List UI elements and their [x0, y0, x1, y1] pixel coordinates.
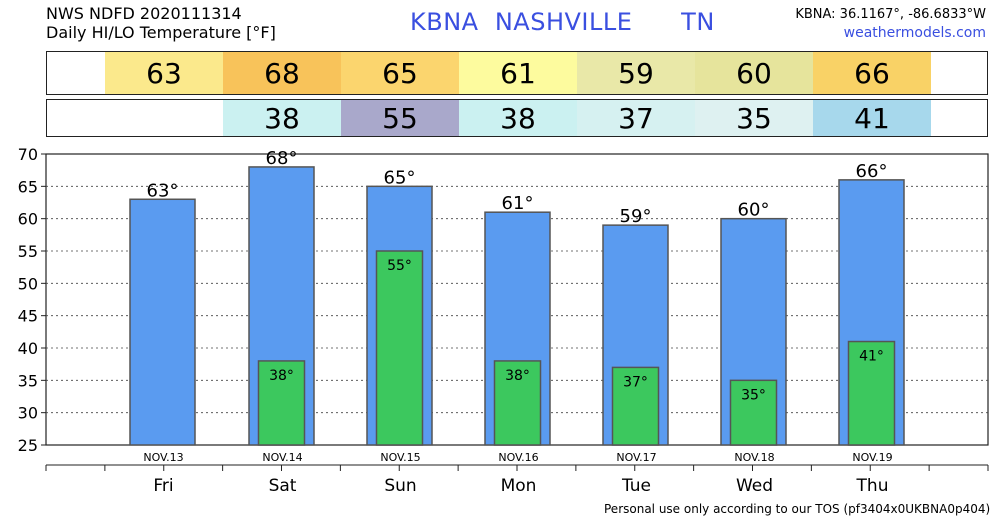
header-right: KBNA: 36.1167°, -86.6833°W weathermodels…: [795, 5, 986, 43]
date-label: NOV.14: [262, 451, 302, 464]
high-temp-label: 61°: [502, 193, 534, 214]
high-temp-cell: 61: [459, 52, 577, 94]
date-label: NOV.13: [143, 451, 183, 464]
high-temp-label: 68°: [266, 148, 298, 169]
site-link[interactable]: weathermodels.com: [843, 25, 986, 41]
y-tick-label: 65: [18, 177, 38, 196]
y-tick-label: 40: [18, 339, 38, 358]
low-temp-label: 41°: [859, 349, 884, 365]
day-label: Wed: [736, 476, 773, 496]
station-title: KBNA NASHVILLE TN: [410, 8, 715, 36]
high-temp-label: 65°: [384, 167, 416, 188]
low-temp-cell: 38: [459, 100, 577, 136]
low-temperature-strip: 38 55 38 37 35 41: [46, 99, 988, 137]
product-label: Daily HI/LO Temperature [°F]: [46, 23, 276, 42]
low-temp-bar: [375, 250, 424, 446]
high-temp-cell: 68: [223, 52, 341, 94]
high-temp-label: 66°: [856, 161, 888, 182]
day-label: Sun: [384, 476, 416, 496]
high-temp-label: 60°: [738, 200, 770, 221]
tos-footer: Personal use only according to our TOS (…: [604, 502, 991, 516]
y-tick-label: 35: [18, 371, 38, 390]
low-temp-cell: 38: [223, 100, 341, 136]
y-tick-label: 30: [18, 404, 38, 423]
high-temp-cell: 63: [105, 52, 223, 94]
y-tick-label: 45: [18, 307, 38, 326]
low-temp-bar: [729, 379, 778, 446]
model-run-label: NWS NDFD 2020111314: [46, 4, 242, 23]
low-temp-cell: 41: [813, 100, 931, 136]
high-temp-cell: 60: [695, 52, 813, 94]
low-temp-bar: [257, 360, 306, 446]
high-temp-cell: 59: [577, 52, 695, 94]
high-temp-bar: [129, 198, 196, 446]
low-temp-cell: 35: [695, 100, 813, 136]
low-temp-label: 38°: [269, 368, 294, 384]
low-temp-bar: [493, 360, 542, 446]
low-temp-label: 37°: [623, 374, 648, 390]
date-label: NOV.15: [380, 451, 420, 464]
day-label: Tue: [621, 476, 651, 496]
low-temp-label: 35°: [741, 387, 766, 403]
day-label: Fri: [153, 476, 173, 496]
low-temp-cell: 37: [577, 100, 695, 136]
header-left: NWS NDFD 2020111314 Daily HI/LO Temperat…: [46, 4, 276, 42]
date-label: NOV.17: [616, 451, 656, 464]
low-temp-bar: [611, 366, 660, 446]
low-temp-bar: [847, 340, 896, 446]
y-tick-label: 70: [18, 145, 38, 164]
day-label: Sat: [269, 476, 297, 496]
station-coordinates: KBNA: 36.1167°, -86.6833°W: [795, 7, 986, 22]
y-tick-label: 60: [18, 210, 38, 229]
day-label: Mon: [501, 476, 537, 496]
y-tick-label: 50: [18, 274, 38, 293]
temperature-chart: 25 30 35 40 45 50 55 60 65 70 63° 68° 65° 61° 59° 60° 66…: [18, 145, 989, 496]
high-temp-label: 59°: [620, 206, 652, 227]
high-temp-cell: 66: [813, 52, 931, 94]
date-label: NOV.19: [852, 451, 892, 464]
y-tick-label: 55: [18, 242, 38, 261]
low-temp-cell: 55: [341, 100, 459, 136]
high-temperature-strip: 63 68 65 61 59 60 66: [46, 51, 988, 95]
high-temp-label: 63°: [147, 180, 179, 201]
high-temp-cell: 65: [341, 52, 459, 94]
date-label: NOV.18: [734, 451, 774, 464]
date-label: NOV.16: [498, 451, 538, 464]
low-temp-label: 55°: [387, 258, 412, 274]
low-temp-label: 38°: [505, 368, 530, 384]
y-tick-label: 25: [18, 436, 38, 455]
day-label: Thu: [856, 476, 889, 496]
